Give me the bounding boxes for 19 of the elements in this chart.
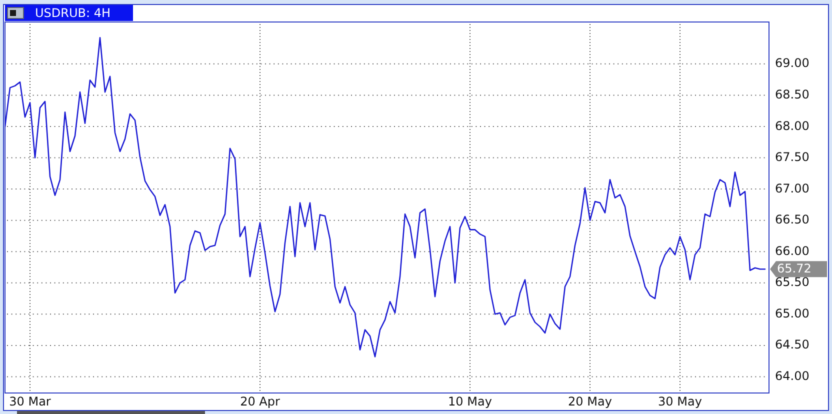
y-tick-label: 69.00 (775, 56, 810, 70)
text: 65.72 (777, 261, 812, 276)
y-tick-label: 66.00 (775, 244, 810, 258)
x-tick-label: 10 May (448, 394, 492, 408)
chart-title: USDRUB: 4H (35, 6, 111, 20)
y-tick-label: 66.50 (775, 212, 810, 227)
y-tick-label: 64.00 (775, 369, 810, 384)
x-tick-label: 20 Apr (240, 394, 280, 408)
y-tick-label: 68.50 (775, 87, 810, 102)
y-tick-label: 64.50 (775, 338, 810, 352)
y-tick-label: 65.50 (775, 275, 810, 290)
y-tick-label: 65.00 (775, 306, 810, 320)
line-series (5, 36, 766, 358)
x-tick-label: 30 Mar (9, 394, 51, 408)
y-tick-label: 68.00 (775, 118, 810, 133)
y-tick-label: 67.00 (775, 181, 810, 196)
x-tick-label: 20 May (568, 394, 612, 408)
y-tick-label: 67.50 (775, 150, 810, 164)
x-tick-label: 30 May (658, 394, 702, 408)
